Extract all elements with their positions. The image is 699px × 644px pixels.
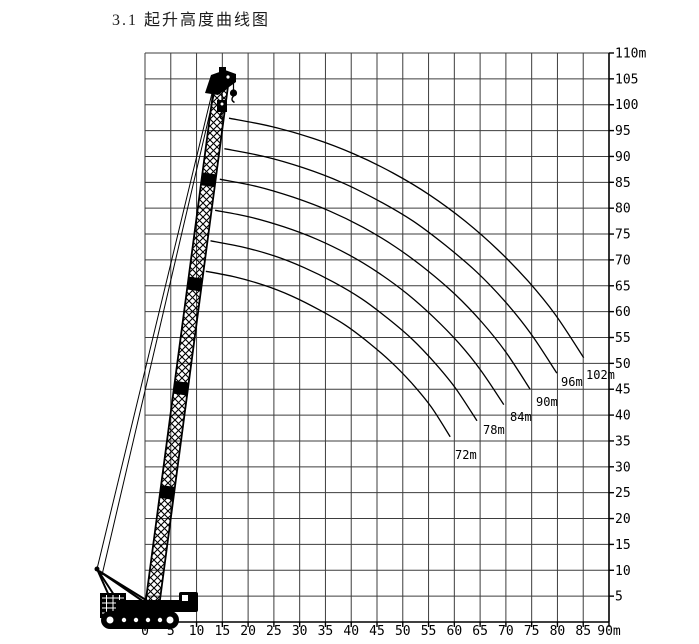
y-tick-label: 75 [615, 228, 631, 243]
curve-boom-78m [210, 240, 478, 422]
x-tick-label: 55 [421, 624, 437, 639]
x-tick-label: 50 [395, 624, 411, 639]
x-tick-label: 20 [240, 624, 256, 639]
y-tick-label: 25 [615, 486, 631, 501]
page-title: 3.1 起升高度曲线图 [112, 12, 271, 29]
boom-foot [145, 600, 160, 613]
lattice-boom [144, 84, 229, 609]
boom-length-curves [205, 117, 585, 438]
x-tick-label: 5 [167, 624, 175, 639]
x-tick-label: 60 [447, 624, 463, 639]
x-tick-label: 90m [597, 624, 621, 639]
crawler-crane-illustration [94, 67, 238, 629]
y-tick-label: 80 [615, 202, 631, 217]
y-tick-label: 35 [615, 434, 631, 449]
x-tick-label: 65 [472, 624, 488, 639]
y-tick-label: 20 [615, 512, 631, 527]
curve-boom-102m [228, 117, 585, 359]
y-tick-label: 50 [615, 357, 631, 372]
curve-boom-96m [224, 148, 558, 374]
y-tick-label: 10 [615, 564, 631, 579]
operator-cab [179, 592, 198, 612]
y-tick-label: 110m [615, 47, 646, 62]
y-tick-label: 60 [615, 305, 631, 320]
curve-label-96m: 96m [561, 375, 583, 389]
x-tick-label: 30 [292, 624, 308, 639]
y-tick-label: 70 [615, 253, 631, 268]
pendant-rope-lines [96, 88, 216, 576]
x-tick-label: 70 [498, 624, 514, 639]
x-tick-label: 10 [189, 624, 205, 639]
y-tick-label: 85 [615, 176, 631, 191]
curve-label-102m: 102m [586, 368, 615, 382]
curve-boom-90m [219, 178, 531, 390]
y-tick-label: 55 [615, 331, 631, 346]
curve-label-78m: 78m [483, 423, 505, 437]
axis-tick-labels: 5101520253035404550556065707580859095100… [141, 47, 646, 640]
y-tick-label: 5 [615, 590, 623, 605]
y-tick-label: 65 [615, 279, 631, 294]
y-tick-label: 105 [615, 72, 638, 87]
x-tick-label: 0 [141, 624, 149, 639]
x-tick-label: 75 [524, 624, 540, 639]
y-tick-label: 15 [615, 538, 631, 553]
boom-joint-blocks [159, 172, 217, 500]
y-tick-label: 95 [615, 124, 631, 139]
x-tick-label: 25 [266, 624, 282, 639]
y-tick-label: 45 [615, 383, 631, 398]
x-tick-label: 80 [550, 624, 566, 639]
x-tick-label: 35 [318, 624, 334, 639]
curve-label-72m: 72m [455, 448, 477, 462]
crawler-tracks [101, 611, 179, 629]
curve-label-84m: 84m [510, 410, 532, 424]
hook-blocks [217, 79, 238, 121]
x-tick-label: 85 [575, 624, 591, 639]
y-tick-label: 100 [615, 98, 638, 113]
x-tick-label: 45 [369, 624, 385, 639]
aux-hook-ball [229, 89, 238, 97]
main-hook-block [217, 100, 227, 112]
curve-boom-72m [205, 270, 451, 438]
x-tick-label: 40 [343, 624, 359, 639]
y-tick-label: 40 [615, 409, 631, 424]
y-tick-label: 90 [615, 150, 631, 165]
gantry-apex [94, 566, 100, 572]
axis-ticks [144, 52, 614, 627]
curve-label-90m: 90m [536, 395, 558, 409]
curve-boom-84m [214, 209, 505, 406]
boom-head [205, 67, 236, 95]
y-tick-label: 30 [615, 460, 631, 475]
x-tick-label: 15 [215, 624, 231, 639]
